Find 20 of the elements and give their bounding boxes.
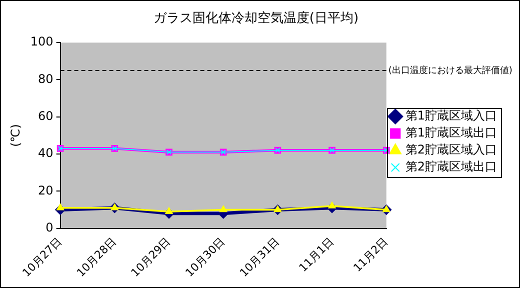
y-tick-label: 100 <box>30 34 54 49</box>
x-tick-label: 11月2日 <box>350 234 391 275</box>
x-tick-label: 10月28日 <box>74 234 119 280</box>
legend-label: 第1貯蔵区域入口 <box>405 108 498 123</box>
x-tick-label: 10月30日 <box>182 234 228 280</box>
y-tick-label: 0 <box>46 220 54 234</box>
legend-label: 第1貯蔵区域出口 <box>405 126 498 140</box>
y-tick-label: 40 <box>38 146 54 160</box>
legend-label: 第2貯蔵区域入口 <box>405 142 498 157</box>
legend-label: 第2貯蔵区域出口 <box>405 160 498 174</box>
x-tick-label: 11月1日 <box>296 234 336 275</box>
x-tick-label: 10月27日 <box>20 234 64 280</box>
y-tick-label: 60 <box>38 109 54 124</box>
ref-line-label: (出口温度における最大評価値) <box>388 64 512 76</box>
chart-title: ガラス固化体冷却空気温度(日平均) <box>153 10 359 26</box>
x-tick-label: 10月31日 <box>237 234 282 280</box>
y-axis-title: (℃) <box>8 124 22 147</box>
y-tick-label: 20 <box>38 183 54 198</box>
y-tick-label: 80 <box>38 72 54 86</box>
x-tick-label: 10月29日 <box>128 234 174 280</box>
